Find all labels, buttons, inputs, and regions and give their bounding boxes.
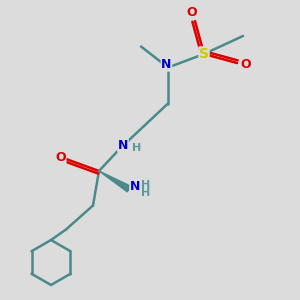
Text: N: N	[161, 58, 172, 71]
Text: N: N	[118, 139, 128, 152]
Text: H: H	[141, 188, 150, 199]
Text: H: H	[132, 143, 141, 153]
Polygon shape	[99, 171, 131, 192]
Text: H: H	[141, 179, 150, 190]
Text: O: O	[55, 151, 66, 164]
Text: S: S	[199, 47, 209, 61]
Text: O: O	[241, 58, 251, 71]
Text: N: N	[130, 180, 140, 193]
Text: O: O	[187, 6, 197, 19]
